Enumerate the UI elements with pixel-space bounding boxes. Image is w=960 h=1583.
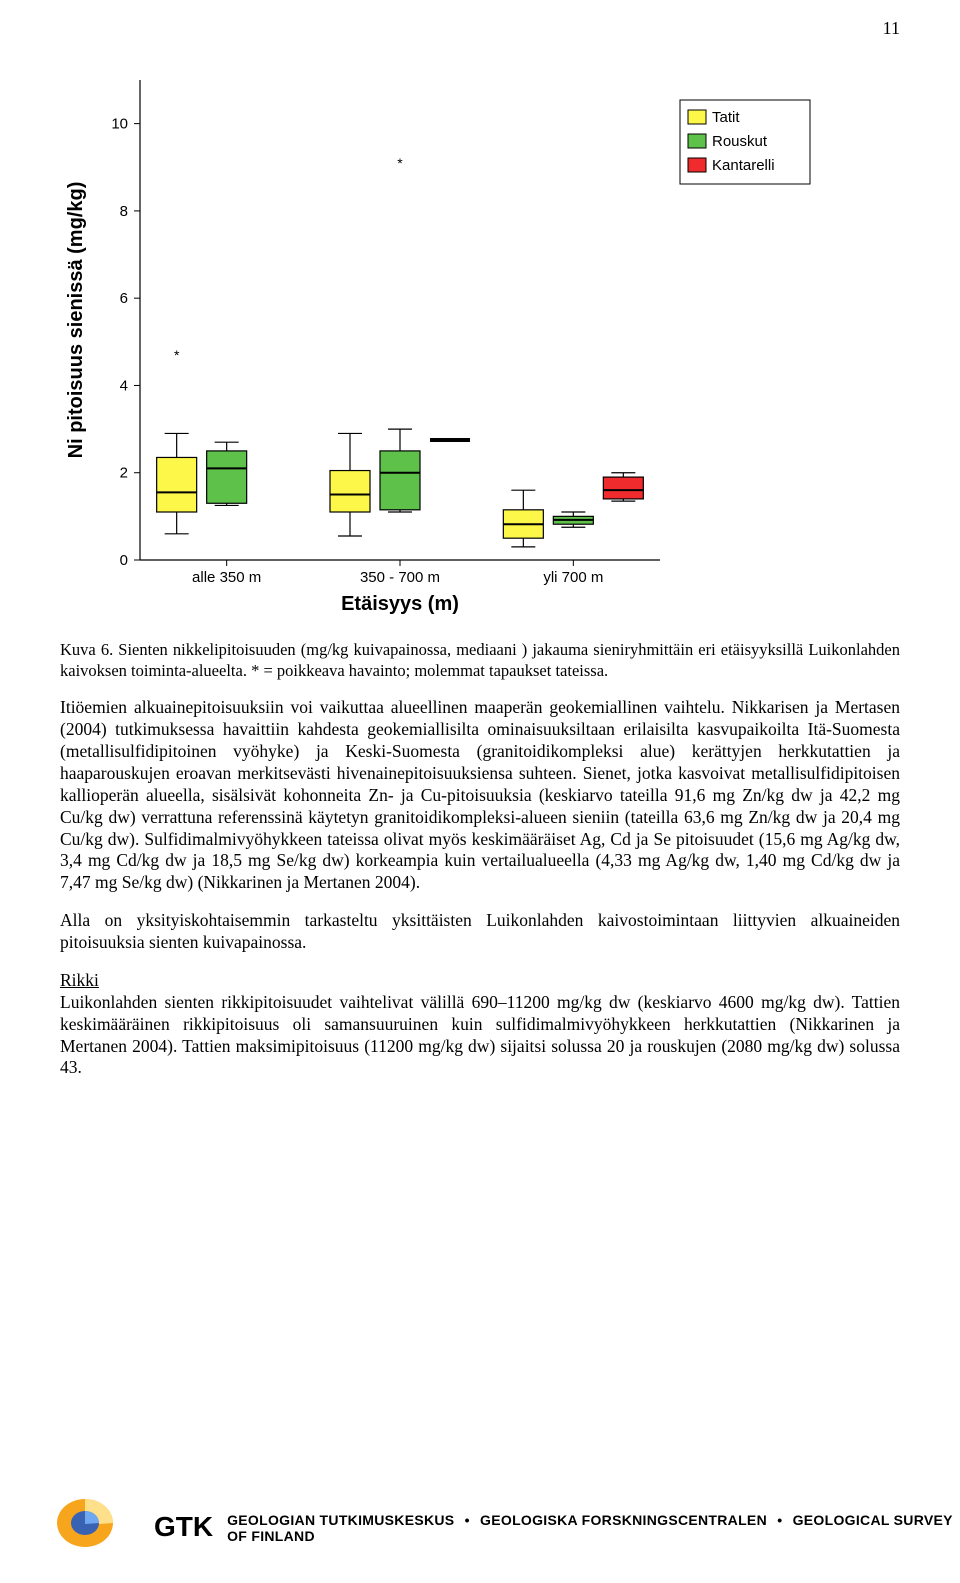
svg-text:6: 6 [120,290,128,307]
svg-text:alle 350 m: alle 350 m [192,569,261,586]
svg-text:Rouskut: Rouskut [712,133,768,150]
figure-caption: Kuva 6. Sienten nikkelipitoisuuden (mg/k… [60,640,900,681]
boxplot-chart: 0 2 4 6 8 10 alle 350 m 350 - 700 m yli 700 m Etä… [50,60,830,620]
svg-text:Tatit: Tatit [712,109,740,126]
svg-text:4: 4 [120,377,128,394]
svg-text:yli 700 m: yli 700 m [543,569,603,586]
svg-text:Ni pitoisuus sienissä (mg/kg): Ni pitoisuus sienissä (mg/kg) [65,182,87,459]
svg-text:*: * [397,155,403,171]
section-heading-rikki: Rikki [60,970,99,990]
page-number: 11 [883,18,900,39]
svg-text:2: 2 [120,465,128,482]
gtk-logo-icon [50,1493,140,1563]
footer: GTK GEOLOGIAN TUTKIMUSKESKUS • GEOLOGISK… [0,1493,960,1563]
svg-text:Kantarelli: Kantarelli [712,157,775,174]
svg-text:10: 10 [111,116,128,133]
paragraph-2: Alla on yksityiskohtaisemmin tarkasteltu… [60,910,900,954]
paragraph-3-text: Luikonlahden sienten rikkipitoisuudet va… [60,992,900,1078]
paragraph-1: Itiöemien alkuainepitoisuuksiin voi vaik… [60,697,900,894]
svg-text:8: 8 [120,203,128,220]
footer-part-2: GEOLOGISKA FORSKNINGSCENTRALEN [480,1512,767,1528]
footer-part-1: GEOLOGIAN TUTKIMUSKESKUS [227,1512,454,1528]
svg-text:*: * [174,347,180,363]
svg-text:350 - 700 m: 350 - 700 m [360,569,440,586]
gtk-logo-text: GTK [154,1511,213,1543]
svg-text:0: 0 [120,552,128,569]
svg-text:Etäisyys (m): Etäisyys (m) [341,593,459,615]
footer-text-line: GEOLOGIAN TUTKIMUSKESKUS • GEOLOGISKA FO… [227,1512,960,1544]
paragraph-3-block: Rikki Luikonlahden sienten rikkipitoisuu… [60,970,900,1079]
